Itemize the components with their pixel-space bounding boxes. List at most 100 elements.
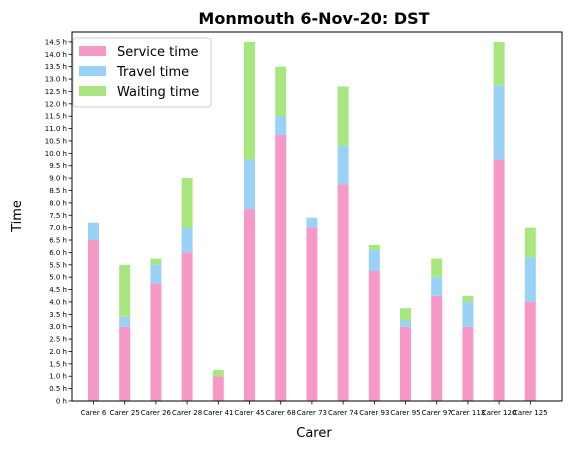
y-tick-label: 5.5 h — [49, 261, 67, 269]
bar-waiting-time-12 — [431, 258, 443, 278]
x-tick-label: Carer 113 — [451, 409, 486, 417]
y-tick-label: 11.5 h — [45, 113, 67, 121]
y-tick-label: 3.5 h — [49, 311, 67, 319]
x-tick-label: Carer 125 — [513, 409, 548, 417]
bar-travel-time-13 — [462, 301, 474, 327]
bar-service-time-4 — [181, 252, 193, 401]
bar-waiting-time-6 — [244, 41, 255, 160]
plot-frame — [71, 31, 563, 402]
bar-travel-time-11 — [400, 320, 411, 327]
bar-service-time-5 — [212, 376, 224, 401]
y-tick-label: 2.5 h — [49, 336, 67, 344]
bar-service-time-2 — [119, 326, 131, 401]
bar-service-time-14 — [493, 159, 505, 401]
y-tick-label: 0.5 h — [49, 385, 67, 393]
bar-service-time-9 — [337, 184, 349, 401]
y-tick-label: 11.0 h — [45, 125, 67, 133]
y-tick-label: 12.0 h — [45, 100, 67, 108]
bar-travel-time-8 — [306, 217, 318, 228]
y-tick-label: 7.5 h — [49, 212, 67, 220]
y-tick-label: 4.5 h — [49, 286, 67, 294]
bar-travel-time-3 — [150, 264, 162, 284]
bar-waiting-time-14 — [493, 41, 505, 86]
x-tick-label: Carer 97 — [422, 409, 452, 417]
x-tick-label: Carer 41 — [203, 409, 233, 417]
bar-waiting-time-7 — [275, 66, 287, 117]
y-tick-label: 2.0 h — [49, 348, 67, 356]
y-tick-label: 4.0 h — [49, 298, 67, 306]
x-tick-label: Carer 6 — [81, 409, 107, 417]
y-tick-label: 1.0 h — [49, 373, 67, 381]
bar-travel-time-4 — [181, 227, 193, 253]
x-axis: Carer 6 Carer 25 Carer 26 Carer 28 Carer 41 C… — [81, 401, 548, 417]
y-tick-label: 10.0 h — [45, 150, 67, 158]
bar-waiting-time-11 — [400, 308, 411, 321]
x-tick-label: Carer 74 — [328, 409, 359, 417]
y-tick-label: 1.5 h — [49, 360, 67, 368]
bar-travel-time-7 — [275, 116, 287, 135]
y-tick-label: 9.5 h — [49, 162, 67, 170]
bars-layer — [88, 41, 536, 402]
legend-label: Service time — [117, 45, 199, 60]
y-axis-label: Time — [10, 200, 25, 233]
bar-service-time-11 — [400, 326, 411, 401]
bar-travel-time-2 — [119, 316, 131, 327]
y-tick-label: 6.5 h — [49, 237, 67, 245]
bar-waiting-time-15 — [524, 227, 536, 258]
legend-label: Travel time — [116, 65, 189, 80]
y-tick-label: 9.0 h — [49, 175, 67, 183]
y-tick-label: 8.0 h — [49, 199, 67, 207]
bar-service-time-10 — [368, 270, 380, 401]
bar-waiting-time-4 — [181, 178, 193, 228]
bar-service-time-6 — [244, 209, 255, 401]
y-tick-label: 0 h — [56, 398, 67, 406]
y-tick-label: 13.5 h — [45, 63, 67, 71]
x-tick-label: Carer 45 — [234, 409, 264, 417]
bar-service-time-3 — [150, 283, 162, 401]
y-tick-label: 10.5 h — [45, 137, 67, 145]
y-tick-label: 12.5 h — [45, 88, 67, 96]
x-tick-label: Carer 120 — [482, 409, 517, 417]
bar-waiting-time-5 — [212, 370, 224, 377]
legend-label: Waiting time — [117, 85, 199, 100]
chart-title: Monmouth 6-Nov-20: DST — [198, 9, 429, 28]
bar-service-time-15 — [524, 301, 536, 401]
legend: Service time Travel time Waiting time — [72, 37, 212, 108]
bar-travel-time-15 — [524, 257, 536, 302]
y-tick-label: 7.0 h — [49, 224, 67, 232]
y-axis: 0 h 0.5 h 1.0 h 1.5 h 2.0 h 2.5 h 3.0 h 3.5 h 4.… — [45, 38, 72, 406]
bar-waiting-time-10 — [368, 244, 380, 250]
y-tick-label: 6.0 h — [49, 249, 67, 257]
bar-travel-time-12 — [431, 277, 443, 296]
y-tick-label: 14.5 h — [45, 38, 67, 46]
y-tick-label: 14.0 h — [45, 51, 67, 59]
x-tick-label: Carer 26 — [141, 409, 172, 417]
y-tick-label: 13.0 h — [45, 76, 67, 84]
y-tick-label: 3.0 h — [49, 323, 67, 331]
legend-swatch-service-time — [79, 46, 106, 56]
bar-service-time-8 — [306, 227, 318, 401]
bar-waiting-time-2 — [119, 264, 131, 317]
x-axis-label: Carer — [296, 426, 332, 441]
bar-waiting-time-13 — [462, 295, 474, 302]
legend-swatch-waiting-time — [79, 86, 106, 96]
bar-travel-time-9 — [337, 145, 349, 185]
x-tick-label: Carer 28 — [172, 409, 202, 417]
bar-travel-time-14 — [493, 85, 505, 160]
x-tick-label: Carer 68 — [266, 409, 296, 417]
bar-travel-time-10 — [368, 249, 380, 271]
bar-service-time-13 — [462, 326, 474, 401]
bar-waiting-time-3 — [150, 258, 162, 265]
bar-service-time-1 — [88, 240, 99, 401]
x-tick-label: Carer 25 — [110, 409, 140, 417]
bar-travel-time-6 — [244, 159, 255, 210]
y-tick-label: 8.5 h — [49, 187, 67, 195]
bar-travel-time-1 — [88, 222, 99, 241]
y-tick-label: 5.0 h — [49, 274, 67, 282]
legend-swatch-travel-time — [79, 66, 106, 76]
bar-service-time-7 — [275, 134, 287, 402]
x-tick-label: Carer 95 — [390, 409, 420, 417]
legend-box — [72, 37, 212, 108]
bar-service-time-12 — [431, 295, 443, 401]
